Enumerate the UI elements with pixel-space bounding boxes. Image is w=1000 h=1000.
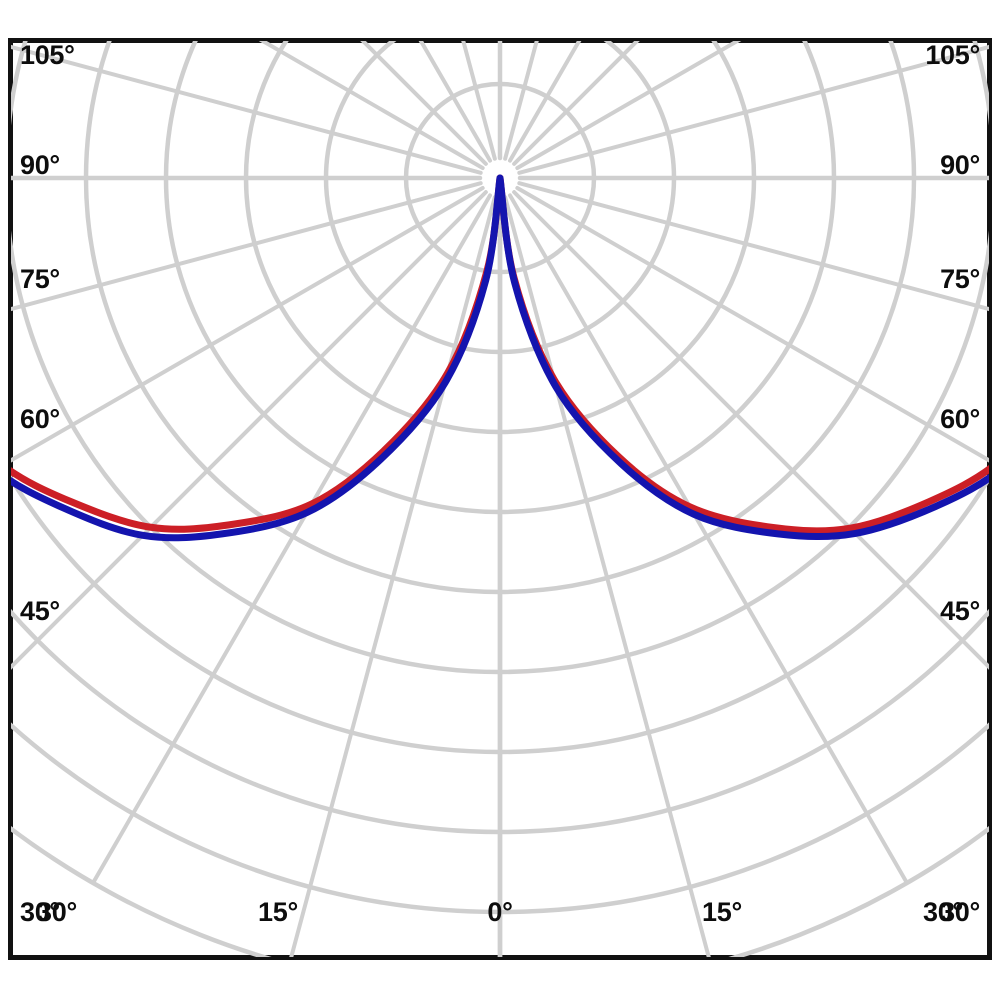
axis-tick-left-4: 45° bbox=[20, 596, 60, 626]
axis-tick-bottom-2: 0° bbox=[487, 897, 513, 927]
axis-tick-left-0: 105° bbox=[20, 40, 75, 70]
axis-tick-right-1: 90° bbox=[940, 150, 980, 180]
axis-tick-bottom-0: 30° bbox=[37, 897, 77, 927]
axis-tick-right-2: 75° bbox=[940, 264, 980, 294]
axis-tick-right-0: 105° bbox=[925, 40, 980, 70]
axis-tick-right-4: 45° bbox=[940, 596, 980, 626]
axis-tick-bottom-3: 15° bbox=[702, 897, 742, 927]
axis-tick-left-2: 75° bbox=[20, 264, 60, 294]
axis-tick-left-1: 90° bbox=[20, 150, 60, 180]
axis-tick-bottom-1: 15° bbox=[258, 897, 298, 927]
axis-tick-left-3: 60° bbox=[20, 404, 60, 434]
axis-tick-bottom-4: 30° bbox=[923, 897, 963, 927]
axis-tick-left-5: 30° bbox=[20, 897, 60, 927]
axis-tick-right-3: 60° bbox=[940, 404, 980, 434]
axis-tick-right-5: 30° bbox=[940, 897, 980, 927]
